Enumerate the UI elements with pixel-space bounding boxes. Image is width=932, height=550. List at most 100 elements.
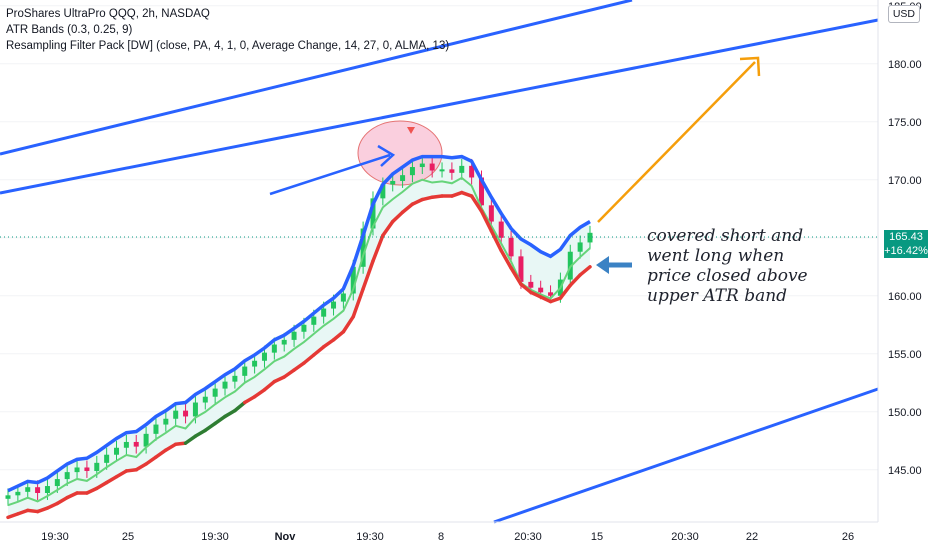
lower-band-segment-53 <box>519 282 533 295</box>
lower-band-segment-5 <box>45 501 60 510</box>
candle-11 <box>114 440 120 462</box>
lower-band-segment-31 <box>302 353 316 365</box>
lower-band-segment-11 <box>104 475 119 485</box>
candle-13 <box>133 435 139 454</box>
lower-band-segment-42 <box>410 197 425 206</box>
lower-band-segment-32 <box>312 345 326 357</box>
y-tick-label-2: 175.00 <box>888 117 922 129</box>
lower-band-segment-24 <box>233 400 247 413</box>
indicator-resampling-filter[interactable]: Resampling Filter Pack [DW] (close, PA, … <box>6 40 450 52</box>
chart-legend: ProShares UltraPro QQQ, 2h, NASDAQ ATR B… <box>6 6 449 54</box>
x-tick-label-5: 8 <box>438 531 444 543</box>
candle-18 <box>183 403 189 424</box>
lower-band-segment-22 <box>213 414 227 426</box>
y-tick-label-7: 150.00 <box>888 407 922 419</box>
lower-band-segment-14 <box>134 462 148 472</box>
lower-band-segment-37 <box>361 259 375 291</box>
x-tick-label-4: 19:30 <box>356 531 384 543</box>
atr-lower-band <box>6 190 592 520</box>
lower-band-segment-58 <box>568 273 582 288</box>
price-axis: 185.00180.00175.00170.00165.00160.00155.… <box>888 1 922 477</box>
candle-15 <box>153 417 159 441</box>
sell-signal-marker <box>407 127 415 134</box>
lower-band-segment-38 <box>371 233 385 263</box>
candle-7 <box>74 460 80 480</box>
lower-band-segment-34 <box>331 330 346 342</box>
symbol-title[interactable]: ProShares UltraPro QQQ, 2h, NASDAQ <box>6 8 210 20</box>
candle-24 <box>242 359 248 383</box>
currency-button[interactable]: USD <box>887 5 920 23</box>
lower-band-segment-30 <box>292 361 306 372</box>
candle-40 <box>400 168 406 188</box>
lower-band-segment-6 <box>55 495 69 506</box>
lower-band-segment-27 <box>262 379 277 392</box>
y-tick-label-5: 160.00 <box>888 291 922 303</box>
y-tick-label-6: 155.00 <box>888 349 922 361</box>
x-tick-label-8: 20:30 <box>671 531 699 543</box>
candle-16 <box>163 411 169 432</box>
x-tick-label-9: 22 <box>746 531 758 543</box>
candle-12 <box>123 435 129 455</box>
lower-band-segment-9 <box>85 486 99 495</box>
annotation-line-2: went long when <box>647 246 785 266</box>
blue-pointer-arrowhead <box>377 144 396 167</box>
annotation-line-1: covered short and <box>647 226 804 246</box>
indicator-atr-bands[interactable]: ATR Bands (0.3, 0.25, 9) <box>6 24 133 36</box>
x-tick-label-10: 26 <box>842 531 854 543</box>
candle-43 <box>429 156 435 178</box>
lower-band-segment-7 <box>65 491 79 500</box>
annotation-line-4: upper ATR band <box>647 286 788 306</box>
x-tick-label-2: 19:30 <box>201 531 229 543</box>
candle-45 <box>449 162 455 180</box>
lower-band-segment-19 <box>183 434 198 445</box>
channel-mid-line <box>0 18 879 195</box>
lower-band-segment-50 <box>489 229 503 253</box>
x-tick-label-1: 25 <box>122 531 134 543</box>
lower-band-segment-39 <box>381 219 395 238</box>
lower-band-segment-28 <box>272 375 286 384</box>
resampling-filter-line <box>7 176 591 507</box>
candle-20 <box>202 389 208 410</box>
lower-band-segment-10 <box>95 480 109 491</box>
annotation-text: covered short and went long when price c… <box>647 226 847 306</box>
x-tick-label-3: Nov <box>275 531 297 543</box>
top-highlight-ellipse <box>357 120 443 186</box>
candle-44 <box>439 162 445 178</box>
blue-annotation-arrowhead <box>596 256 609 274</box>
lower-band-segment-17 <box>164 442 178 452</box>
trend-channel <box>0 0 879 524</box>
orange-target-arrowhead <box>739 56 761 77</box>
price-change-label: +16.42% <box>884 244 928 258</box>
lower-band-segment-15 <box>144 455 158 466</box>
lower-band-segment-21 <box>203 421 217 433</box>
candle-42 <box>419 156 425 174</box>
y-tick-label-3: 170.00 <box>888 175 922 187</box>
x-tick-label-0: 19:30 <box>41 531 69 543</box>
lower-band-segment-49 <box>479 209 494 233</box>
annotation-line-3: price closed above <box>647 266 808 286</box>
lower-band-segment-29 <box>282 368 296 379</box>
candle-25 <box>252 353 258 374</box>
candle-58 <box>577 235 583 259</box>
last-price-label: 165.43 <box>884 230 928 244</box>
candle-39 <box>390 174 396 192</box>
grid-lines <box>0 5 878 471</box>
candle-14 <box>143 426 149 454</box>
lower-band-segment-33 <box>321 338 336 349</box>
lower-band-segment-25 <box>242 394 257 405</box>
x-tick-label-6: 20:30 <box>514 531 542 543</box>
lower-band-segment-23 <box>223 408 237 419</box>
candlesticks <box>5 156 593 506</box>
candle-17 <box>173 403 179 426</box>
y-tick-label-1: 180.00 <box>888 59 922 71</box>
orange-target-arrow <box>597 61 756 223</box>
candle-51 <box>508 230 514 264</box>
x-tick-label-7: 15 <box>591 531 603 543</box>
lower-band-segment-40 <box>390 210 405 224</box>
lower-band-segment-52 <box>509 266 523 286</box>
candle-0 <box>5 488 11 506</box>
candle-23 <box>232 368 238 389</box>
lower-band-segment-20 <box>193 428 208 438</box>
candle-41 <box>409 160 415 183</box>
